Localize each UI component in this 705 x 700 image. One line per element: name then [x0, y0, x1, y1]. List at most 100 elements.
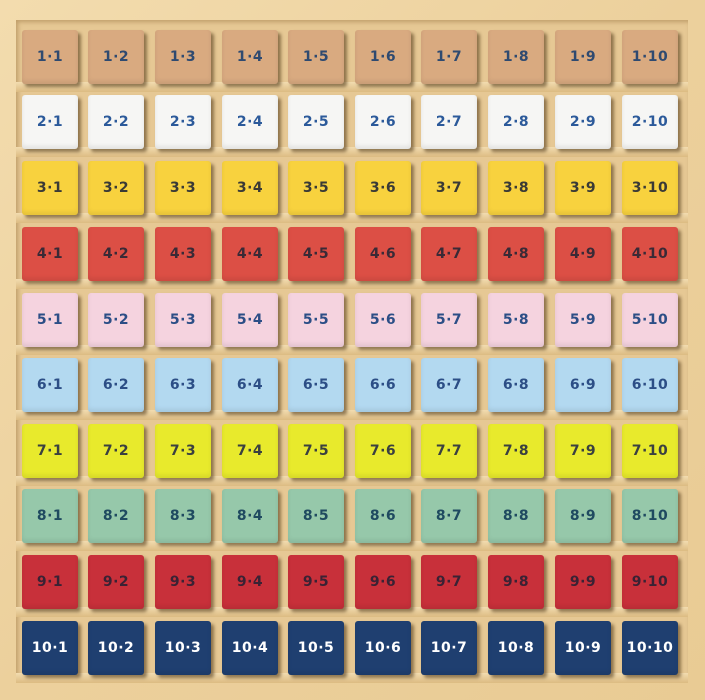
tile-9x4: 9·4 [222, 555, 278, 609]
shelf-rail [16, 82, 688, 92]
tile-9x9: 9·9 [555, 555, 611, 609]
tile-2x5: 2·5 [288, 95, 344, 149]
tile-3x6: 3·6 [355, 161, 411, 215]
shelf-rail [16, 279, 688, 289]
shelf-rail [16, 410, 688, 420]
tile-6x5: 6·5 [288, 358, 344, 412]
tile-5x6: 5·6 [355, 293, 411, 347]
tile-7x2: 7·2 [88, 424, 144, 478]
tile-2x3: 2·3 [155, 95, 211, 149]
tile-6x8: 6·8 [488, 358, 544, 412]
tile-1x2: 1·2 [88, 30, 144, 84]
tile-8x7: 8·7 [421, 489, 477, 543]
tile-4x1: 4·1 [22, 227, 78, 281]
tile-1x4: 1·4 [222, 30, 278, 84]
tile-5x7: 5·7 [421, 293, 477, 347]
tile-8x3: 8·3 [155, 489, 211, 543]
tile-6x4: 6·4 [222, 358, 278, 412]
tile-4x3: 4·3 [155, 227, 211, 281]
tile-5x3: 5·3 [155, 293, 211, 347]
tile-5x2: 5·2 [88, 293, 144, 347]
tile-8x10: 8·10 [622, 489, 678, 543]
shelf-rail [16, 213, 688, 223]
tile-3x1: 3·1 [22, 161, 78, 215]
tile-1x5: 1·5 [288, 30, 344, 84]
tile-6x9: 6·9 [555, 358, 611, 412]
tile-10x8: 10·8 [488, 621, 544, 675]
tile-3x10: 3·10 [622, 161, 678, 215]
tile-7x5: 7·5 [288, 424, 344, 478]
tile-4x2: 4·2 [88, 227, 144, 281]
tile-6x7: 6·7 [421, 358, 477, 412]
tile-7x10: 7·10 [622, 424, 678, 478]
tile-8x9: 8·9 [555, 489, 611, 543]
tile-3x2: 3·2 [88, 161, 144, 215]
tile-9x5: 9·5 [288, 555, 344, 609]
shelf-rail [16, 476, 688, 486]
tile-8x1: 8·1 [22, 489, 78, 543]
tile-3x8: 3·8 [488, 161, 544, 215]
tile-2x2: 2·2 [88, 95, 144, 149]
tile-4x9: 4·9 [555, 227, 611, 281]
shelf-rail [16, 673, 688, 683]
tile-4x6: 4·6 [355, 227, 411, 281]
tile-3x3: 3·3 [155, 161, 211, 215]
tile-6x3: 6·3 [155, 358, 211, 412]
tile-4x7: 4·7 [421, 227, 477, 281]
tile-9x3: 9·3 [155, 555, 211, 609]
tile-2x1: 2·1 [22, 95, 78, 149]
tile-10x4: 10·4 [222, 621, 278, 675]
tile-5x1: 5·1 [22, 293, 78, 347]
shelf-rail [16, 607, 688, 617]
tile-3x9: 3·9 [555, 161, 611, 215]
tile-1x3: 1·3 [155, 30, 211, 84]
tile-2x8: 2·8 [488, 95, 544, 149]
tile-10x10: 10·10 [622, 621, 678, 675]
tile-2x6: 2·6 [355, 95, 411, 149]
tile-7x3: 7·3 [155, 424, 211, 478]
shelf-rail [16, 345, 688, 355]
tile-7x1: 7·1 [22, 424, 78, 478]
tile-5x5: 5·5 [288, 293, 344, 347]
tile-5x10: 5·10 [622, 293, 678, 347]
tile-9x10: 9·10 [622, 555, 678, 609]
tile-3x5: 3·5 [288, 161, 344, 215]
tile-1x1: 1·1 [22, 30, 78, 84]
shelf-rail [16, 147, 688, 157]
tile-5x4: 5·4 [222, 293, 278, 347]
tile-10x1: 10·1 [22, 621, 78, 675]
tile-4x10: 4·10 [622, 227, 678, 281]
tile-6x1: 6·1 [22, 358, 78, 412]
shelf-rail [16, 541, 688, 551]
tile-5x8: 5·8 [488, 293, 544, 347]
tile-8x4: 8·4 [222, 489, 278, 543]
tile-8x6: 8·6 [355, 489, 411, 543]
tile-1x8: 1·8 [488, 30, 544, 84]
tile-4x5: 4·5 [288, 227, 344, 281]
tile-5x9: 5·9 [555, 293, 611, 347]
tile-8x8: 8·8 [488, 489, 544, 543]
tile-10x5: 10·5 [288, 621, 344, 675]
tile-10x2: 10·2 [88, 621, 144, 675]
tile-7x9: 7·9 [555, 424, 611, 478]
tile-2x7: 2·7 [421, 95, 477, 149]
tile-1x6: 1·6 [355, 30, 411, 84]
tile-6x6: 6·6 [355, 358, 411, 412]
tile-8x2: 8·2 [88, 489, 144, 543]
tile-6x10: 6·10 [622, 358, 678, 412]
tile-10x9: 10·9 [555, 621, 611, 675]
tile-4x4: 4·4 [222, 227, 278, 281]
tile-1x10: 1·10 [622, 30, 678, 84]
tile-6x2: 6·2 [88, 358, 144, 412]
tile-10x6: 10·6 [355, 621, 411, 675]
tile-7x4: 7·4 [222, 424, 278, 478]
tile-9x6: 9·6 [355, 555, 411, 609]
tile-9x2: 9·2 [88, 555, 144, 609]
tile-4x8: 4·8 [488, 227, 544, 281]
tile-9x8: 9·8 [488, 555, 544, 609]
tile-9x1: 9·1 [22, 555, 78, 609]
tile-2x10: 2·10 [622, 95, 678, 149]
tile-3x7: 3·7 [421, 161, 477, 215]
tile-3x4: 3·4 [222, 161, 278, 215]
tile-7x8: 7·8 [488, 424, 544, 478]
